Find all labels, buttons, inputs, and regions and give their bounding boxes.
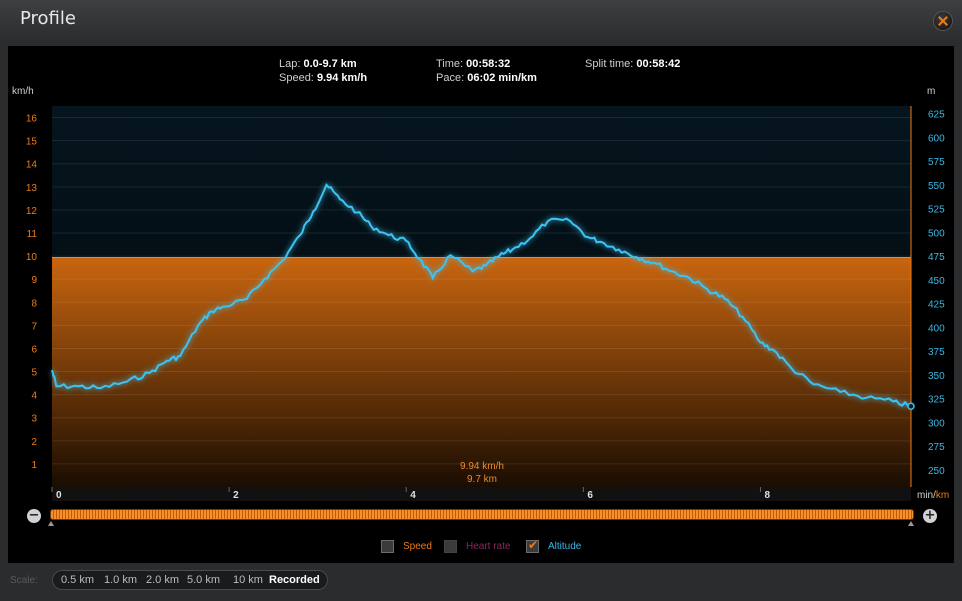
scale-option-1-0km[interactable]: 1.0 km <box>104 574 138 586</box>
altitude-tick-label: 375 <box>928 347 945 358</box>
altitude-tick-label: 500 <box>928 228 945 239</box>
close-icon[interactable] <box>934 12 952 30</box>
lap-value: 0.0-9.7 km <box>303 58 357 70</box>
altitude-tick-label: 625 <box>928 110 945 121</box>
range-start-handle[interactable] <box>48 521 54 526</box>
zoom-out-button[interactable]: − <box>27 508 41 523</box>
grid-lines <box>52 117 911 465</box>
speed-value: 9.94 km/h <box>316 72 368 84</box>
altitude-tick-label: 550 <box>928 181 945 192</box>
altitude-checkbox[interactable]: ✔ <box>526 538 539 553</box>
right-axis-unit: m <box>927 86 936 97</box>
altitude-legend-label: Altitude <box>548 541 582 552</box>
speed-tick-label: 6 <box>31 344 37 355</box>
altitude-tick-label: 325 <box>928 395 945 406</box>
scale-option-5-0km[interactable]: 5.0 km <box>187 574 221 586</box>
altitude-tick-label: 425 <box>928 300 945 311</box>
speed-tick-label: 5 <box>31 368 37 379</box>
pace-value: 06:02 min/km <box>467 72 537 84</box>
left-axis-unit: km/h <box>12 86 34 97</box>
distance-tick-label: 8 <box>764 490 770 501</box>
speed-tick-label: 15 <box>26 137 38 148</box>
altitude-end-point <box>907 402 915 410</box>
distance-tick-label: 6 <box>587 490 593 501</box>
marker-distance: 9.7 km <box>467 474 497 485</box>
speed-legend-label: Speed <box>403 541 432 552</box>
speed-tick-label: 2 <box>31 437 37 448</box>
altitude-line <box>51 183 912 408</box>
distance-tick-label: 4 <box>410 490 416 501</box>
title-bar: Profile <box>0 0 962 44</box>
pace-info: Pace: 06:02 min/km <box>436 72 537 84</box>
altitude-tick-label: 350 <box>928 371 945 382</box>
heart-rate-legend-label: Heart rate <box>466 541 511 552</box>
checkmark-icon: ✔ <box>528 538 539 552</box>
altitude-axis: 250 275 300 325 350 375 400 425 450 475 500 525 550 5… <box>928 110 945 477</box>
altitude-tick-label: 525 <box>928 205 945 216</box>
altitude-tick-label: 450 <box>928 276 945 287</box>
altitude-tick-label: 400 <box>928 323 945 334</box>
distance-tick-label: 0 <box>56 490 62 501</box>
heart-rate-checkbox[interactable] <box>444 540 457 553</box>
speed-checkbox[interactable] <box>381 540 394 553</box>
altitude-tick-label: 475 <box>928 252 945 263</box>
window-title: Profile <box>20 8 76 29</box>
speed-tick-label: 7 <box>31 321 37 332</box>
range-end-handle[interactable] <box>908 521 914 526</box>
speed-tick-label: 13 <box>26 183 38 194</box>
speed-area <box>52 257 911 487</box>
speed-tick-label: 12 <box>26 206 38 217</box>
altitude-tick-label: 250 <box>928 466 945 477</box>
marker-speed: 9.94 km/h <box>460 461 504 472</box>
speed-tick-label: 16 <box>26 114 38 125</box>
scale-option-recorded[interactable]: Recorded <box>269 574 320 586</box>
distance-axis: 0 2 4 6 8 <box>51 487 770 501</box>
scale-selector <box>52 570 328 590</box>
speed-tick-label: 14 <box>26 160 38 171</box>
time-value: 00:58:32 <box>466 58 511 70</box>
speed-tick-label: 3 <box>31 414 37 425</box>
scale-option-10km[interactable]: 10 km <box>233 574 263 586</box>
speed-tick-label: 1 <box>31 460 37 471</box>
speed-tick-label: 9 <box>31 275 37 286</box>
zoom-in-button[interactable]: + <box>923 508 937 523</box>
altitude-tick-label: 600 <box>928 133 945 144</box>
scale-label: Scale: <box>10 575 38 586</box>
altitude-tick-label: 300 <box>928 418 945 429</box>
split-info: Split time: 00:58:42 <box>585 58 681 70</box>
speed-tick-label: 11 <box>27 229 38 240</box>
range-slider[interactable] <box>51 510 913 519</box>
x-axis-bar <box>52 487 911 501</box>
split-value: 00:58:42 <box>636 58 681 70</box>
scale-option-0-5km[interactable]: 0.5 km <box>61 574 95 586</box>
distance-tick-label: 2 <box>233 490 239 501</box>
speed-tick-label: 4 <box>31 391 37 402</box>
speed-info: Speed: 9.94 km/h <box>279 72 368 84</box>
scale-option-2-0km[interactable]: 2.0 km <box>146 574 180 586</box>
speed-tick-label: 10 <box>26 252 38 263</box>
altitude-tick-label: 575 <box>928 157 945 168</box>
speed-tick-label: 8 <box>31 298 37 309</box>
lap-info: Lap: 0.0-9.7 km <box>279 58 357 70</box>
time-info: Time: 00:58:32 <box>436 58 511 70</box>
bottom-unit: min/km <box>917 490 949 501</box>
altitude-tick-label: 275 <box>928 442 945 453</box>
